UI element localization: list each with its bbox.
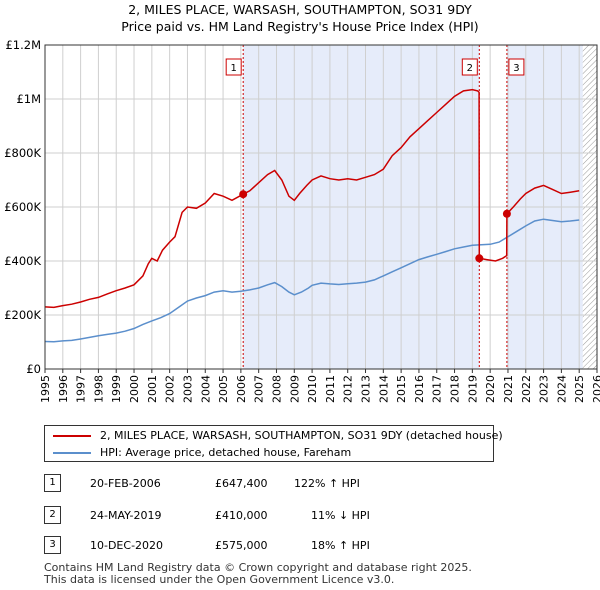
y-tick-label: £600K [4, 200, 41, 214]
x-tick-label: 2017 [431, 375, 444, 403]
transaction-hpi-change: 122% ↑ HPI [294, 477, 360, 490]
x-tick-label: 2024 [555, 375, 568, 403]
sale-marker-label: 1 [230, 63, 236, 74]
x-tick-label: 2013 [360, 375, 373, 403]
transaction-price: £647,400 [215, 477, 268, 490]
y-tick-label: £400K [4, 254, 41, 268]
chart-legend: 2, MILES PLACE, WARSASH, SOUTHAMPTON, SO… [44, 425, 503, 462]
x-tick-label: 2008 [270, 375, 283, 403]
x-tick-label: 2010 [306, 375, 319, 403]
footer-copyright: Contains HM Land Registry data © Crown c… [44, 561, 472, 574]
sale-point [239, 190, 248, 199]
x-tick-label: 2004 [199, 375, 212, 403]
legend-label-hpi: HPI: Average price, detached house, Fare… [100, 446, 352, 459]
x-tick-label: 1996 [57, 375, 70, 403]
x-tick-label: 2025 [573, 375, 586, 403]
chart-subtitle: Price paid vs. HM Land Registry's House … [121, 19, 479, 34]
x-tick-label: 1997 [75, 375, 88, 403]
footer-licence: This data is licensed under the Open Gov… [44, 573, 395, 586]
x-tick-label: 2002 [164, 375, 177, 403]
x-tick-label: 2021 [502, 375, 515, 403]
x-tick-label: 1999 [110, 375, 123, 403]
transaction-hpi-change: 18% ↑ HPI [311, 539, 370, 552]
x-tick-label: 2007 [253, 375, 266, 403]
plot-frame [44, 44, 598, 370]
sale-marker-label: 2 [467, 63, 473, 74]
legend-swatch-property [53, 435, 91, 437]
x-tick-label: 2020 [484, 375, 497, 403]
transaction-row: 2 24-MAY-2019 £410,000 11% ↓ HPI [0, 506, 600, 524]
transaction-hpi-change: 11% ↓ HPI [311, 509, 370, 522]
sale-point [502, 209, 511, 218]
sale-point [475, 254, 484, 263]
y-tick-label: £800K [4, 146, 41, 160]
y-tick-label: £0 [26, 362, 41, 376]
sale-marker-box [461, 58, 478, 76]
transaction-marker-badge: 1 [44, 474, 61, 492]
x-tick-label: 2016 [413, 375, 426, 403]
y-tick-label: £1M [16, 92, 41, 106]
hpi-series-line [44, 218, 580, 343]
x-tick-label: 2003 [181, 375, 194, 403]
x-tick-label: 2001 [146, 375, 159, 403]
price-chart: 1995 1996 1997 1998 1999 2000 2001 2002 2003 2004… [4, 38, 600, 403]
sale-marker-box [508, 58, 525, 76]
transaction-marker-badge: 2 [44, 506, 61, 524]
chart-title: 2, MILES PLACE, WARSASH, SOUTHAMPTON, SO… [128, 2, 472, 17]
x-tick-label: 2012 [342, 375, 355, 403]
x-tick-label: 2019 [466, 375, 479, 403]
x-tick-label: 2023 [538, 375, 551, 403]
x-tick-label: 2022 [520, 375, 533, 403]
y-tick-label: £1.2M [5, 38, 41, 52]
sale-marker-label: 3 [513, 63, 519, 74]
transaction-date: 20-FEB-2006 [90, 477, 161, 490]
transaction-date: 10-DEC-2020 [90, 539, 164, 552]
x-tick-label: 2011 [324, 375, 337, 403]
x-tick-label: 2000 [128, 375, 141, 403]
x-tick-label: 2026 [591, 375, 600, 403]
transaction-price: £410,000 [215, 509, 268, 522]
transaction-date: 24-MAY-2019 [90, 509, 162, 522]
transaction-price: £575,000 [215, 539, 268, 552]
x-tick-label: 2009 [288, 375, 301, 403]
sale-marker-box [225, 58, 242, 76]
x-tick-label: 2005 [217, 375, 230, 403]
property-series-line [44, 88, 580, 309]
x-tick-label: 2014 [377, 375, 390, 403]
transaction-row: 3 10-DEC-2020 £575,000 18% ↑ HPI [0, 536, 600, 554]
x-tick-label: 2015 [395, 375, 408, 403]
x-tick-label: 1995 [39, 375, 52, 403]
x-tick-label: 2006 [235, 375, 248, 403]
transaction-row: 1 20-FEB-2006 £647,400 122% ↑ HPI [0, 474, 600, 492]
transaction-marker-badge: 3 [44, 536, 61, 554]
x-tick-label: 1998 [92, 375, 105, 403]
x-tick-label: 2018 [449, 375, 462, 403]
legend-label-property: 2, MILES PLACE, WARSASH, SOUTHAMPTON, SO… [100, 429, 503, 442]
legend-swatch-hpi [53, 452, 91, 454]
y-tick-label: £200K [4, 308, 41, 322]
